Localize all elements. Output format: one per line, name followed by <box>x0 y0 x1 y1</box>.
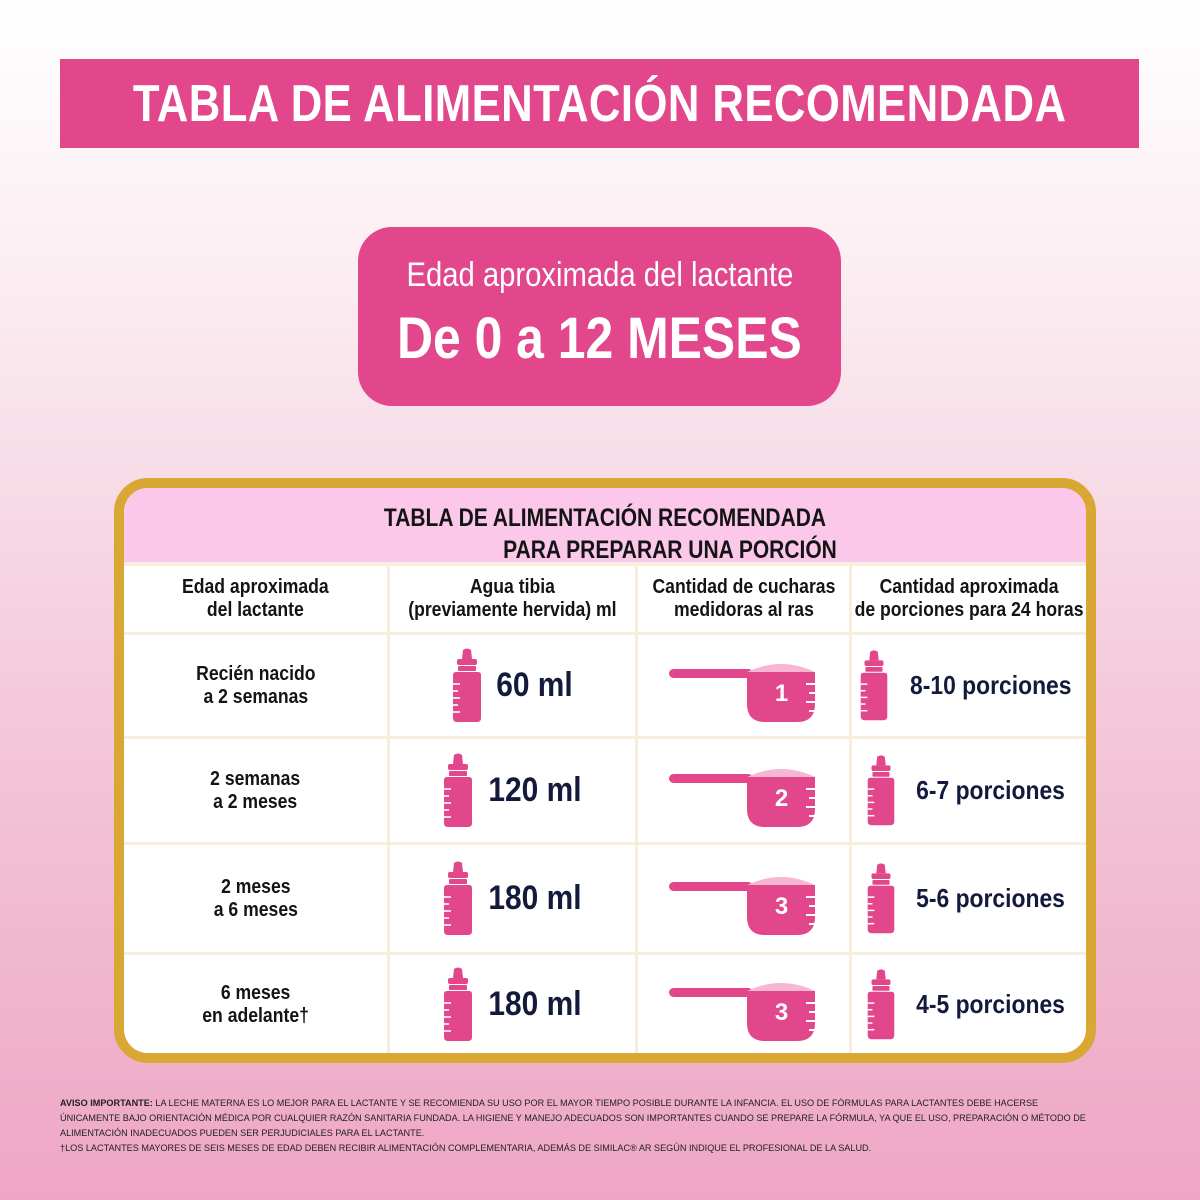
header-water: Agua tibia (previamente hervida) ml <box>390 566 635 632</box>
scoop-count: 1 <box>774 679 789 707</box>
measuring-scoop-icon <box>668 768 815 827</box>
portions-cell: 5-6 porciones <box>852 845 1086 952</box>
age-range-value: De 0 a 12 MESES <box>397 305 802 371</box>
portions-amount: 5-6 porciones <box>916 883 1066 913</box>
banner-title: TABLA DE ALIMENTACIÓN RECOMENDADA <box>132 74 1067 133</box>
age-cell: Recién nacido a 2 semanas <box>124 635 387 736</box>
header-scoops: Cantidad de cucharas medidoras al ras <box>638 566 849 632</box>
top-banner: TABLA DE ALIMENTACIÓN RECOMENDADA <box>60 59 1139 148</box>
header-portions-text-line: de porciones para 24 horas <box>854 599 1084 621</box>
scoops-cell: 2 <box>638 739 849 842</box>
measuring-scoop-icon <box>668 876 815 935</box>
water-cell: 120 ml <box>390 739 635 842</box>
portions-cell: 8-10 porciones <box>852 635 1086 736</box>
scoop-count: 3 <box>774 892 789 920</box>
header-portions: Cantidad aproximada de porciones para 24 … <box>852 566 1086 632</box>
age-text-line: a 2 meses <box>213 790 298 813</box>
baby-bottle-icon <box>860 649 888 720</box>
baby-bottle-icon <box>868 862 895 933</box>
notice-footnote: †Los lactantes mayores de seis meses de … <box>60 1143 872 1154</box>
scoops-cell: 1 <box>638 635 849 736</box>
baby-bottle-icon <box>868 754 895 825</box>
header-water-text-line: Agua tibia <box>469 576 556 598</box>
age-text: 6 meses en adelante† <box>202 982 309 1028</box>
age-text-line: 2 semanas <box>210 767 301 790</box>
scoop-graphic: 1 <box>668 646 819 726</box>
age-cell: 2 meses a 6 meses <box>124 845 387 952</box>
baby-bottle-icon <box>443 861 472 935</box>
portions-cell: 6-7 porciones <box>852 739 1086 842</box>
measuring-scoop-icon <box>668 982 815 1041</box>
water-amount: 180 ml <box>487 985 582 1023</box>
age-text-line: en adelante† <box>202 1004 309 1027</box>
notice-text: La leche materna es lo mejor para el lac… <box>60 1098 1086 1139</box>
water-cell: 60 ml <box>390 635 635 736</box>
portions-amount: 4-5 porciones <box>916 989 1066 1019</box>
header-age-text-line: Edad aproximada <box>182 576 329 598</box>
header-portions-text-line: Cantidad aproximada <box>879 576 1059 598</box>
scoop-count: 3 <box>774 998 789 1026</box>
feeding-table: TABLA DE ALIMENTACIÓN RECOMENDADA PARA P… <box>114 478 1096 1063</box>
header-age-text-line: del lactante <box>207 599 304 621</box>
water-amount: 60 ml <box>496 666 573 704</box>
age-text: Recién nacido a 2 semanas <box>196 663 315 709</box>
header-scoops-text: Cantidad de cucharas medidoras al ras <box>652 576 835 622</box>
scoops-cell: 3 <box>638 955 849 1053</box>
baby-bottle-icon <box>443 753 472 827</box>
feeding-table-header: TABLA DE ALIMENTACIÓN RECOMENDADA PARA P… <box>124 488 1086 564</box>
water-amount: 120 ml <box>487 771 582 809</box>
measuring-scoop-icon <box>668 663 815 722</box>
notice-label: AVISO IMPORTANTE: <box>60 1098 153 1109</box>
header-age: Edad aproximada del lactante <box>124 566 387 632</box>
baby-bottle-icon <box>443 967 472 1041</box>
age-text-line: 2 meses <box>220 875 291 898</box>
header-portions-text: Cantidad aproximada de porciones para 24 … <box>855 576 1084 622</box>
baby-bottle-icon <box>868 968 895 1039</box>
water-cell: 180 ml <box>390 845 635 952</box>
age-text-line: a 6 meses <box>213 898 298 921</box>
age-range-subtitle: Edad aproximada del lactante <box>406 255 793 294</box>
header-scoops-text-line: medidoras al ras <box>673 599 814 621</box>
scoops-cell: 3 <box>638 845 849 952</box>
portions-amount: 8-10 porciones <box>910 670 1072 700</box>
age-text: 2 meses a 6 meses <box>213 876 297 922</box>
table-title-line1: TABLA DE ALIMENTACIÓN RECOMENDADA <box>383 504 827 532</box>
important-notice: AVISO IMPORTANTE: La leche materna es lo… <box>60 1096 1096 1156</box>
table-title-line2: PARA PREPARAR UNA PORCIÓN <box>503 536 837 564</box>
scoop-graphic: 2 <box>668 751 819 831</box>
age-cell: 6 meses en adelante† <box>124 955 387 1053</box>
age-cell: 2 semanas a 2 meses <box>124 739 387 842</box>
portions-cell: 4-5 porciones <box>852 955 1086 1053</box>
water-cell: 180 ml <box>390 955 635 1053</box>
scoop-graphic: 3 <box>668 965 819 1045</box>
scoop-graphic: 3 <box>668 859 819 939</box>
header-water-text: Agua tibia (previamente hervida) ml <box>408 576 616 622</box>
baby-bottle-icon <box>453 648 482 722</box>
header-age-text: Edad aproximada del lactante <box>182 576 329 622</box>
header-scoops-text-line: Cantidad de cucharas <box>652 576 835 598</box>
age-text-line: Recién nacido <box>195 662 316 685</box>
age-text: 2 semanas a 2 meses <box>210 768 300 814</box>
scoop-count: 2 <box>774 784 789 812</box>
water-amount: 180 ml <box>487 879 582 917</box>
age-text-line: a 2 semanas <box>203 685 308 708</box>
age-text-line: 6 meses <box>220 981 291 1004</box>
portions-amount: 6-7 porciones <box>916 775 1066 805</box>
header-water-text-line: (previamente hervida) ml <box>408 599 617 621</box>
age-range-box: Edad aproximada del lactante De 0 a 12 M… <box>358 227 841 406</box>
